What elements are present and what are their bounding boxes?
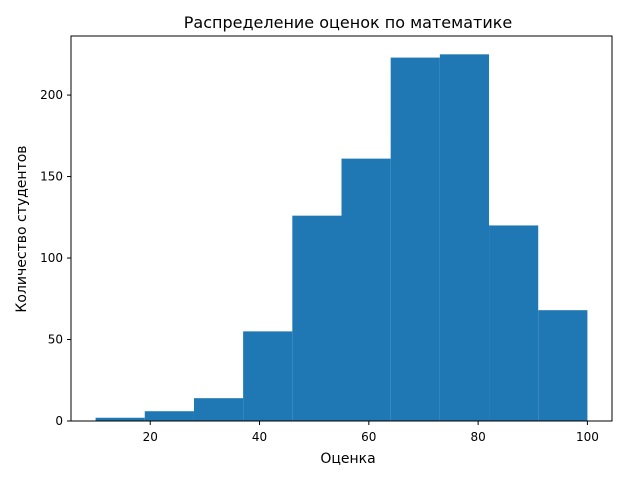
bars-group xyxy=(95,54,588,422)
y-tick-label: 200 xyxy=(40,88,63,102)
histogram-bar xyxy=(243,331,293,421)
y-tick-label: 0 xyxy=(55,414,63,428)
x-tick-label: 40 xyxy=(252,430,267,444)
x-axis-label: Оценка xyxy=(320,451,375,467)
x-tick-label: 80 xyxy=(470,430,485,444)
histogram-bar xyxy=(193,398,244,421)
chart-title: Распределение оценок по математике xyxy=(184,13,512,32)
histogram-bar xyxy=(292,215,342,421)
x-axis-ticks: 20 40 60 80 100 xyxy=(143,421,599,444)
histogram-bar xyxy=(390,57,440,422)
y-tick-label: 100 xyxy=(40,251,63,265)
plot-area-frame xyxy=(70,35,613,422)
histogram-bar xyxy=(95,417,145,421)
y-tick-label: 50 xyxy=(48,333,63,347)
histogram-bar xyxy=(489,225,539,421)
histogram-bar xyxy=(144,411,194,421)
y-tick-label: 150 xyxy=(40,170,63,184)
histogram-bar xyxy=(538,310,588,421)
x-tick-label: 20 xyxy=(143,430,158,444)
y-axis-label: Количество студентов xyxy=(14,145,30,312)
histogram-bar xyxy=(341,158,391,421)
x-tick-label: 60 xyxy=(361,430,376,444)
histogram-bar xyxy=(439,54,490,421)
x-tick-label: 100 xyxy=(576,430,599,444)
y-axis-ticks: 0 50 100 150 200 xyxy=(40,88,71,428)
